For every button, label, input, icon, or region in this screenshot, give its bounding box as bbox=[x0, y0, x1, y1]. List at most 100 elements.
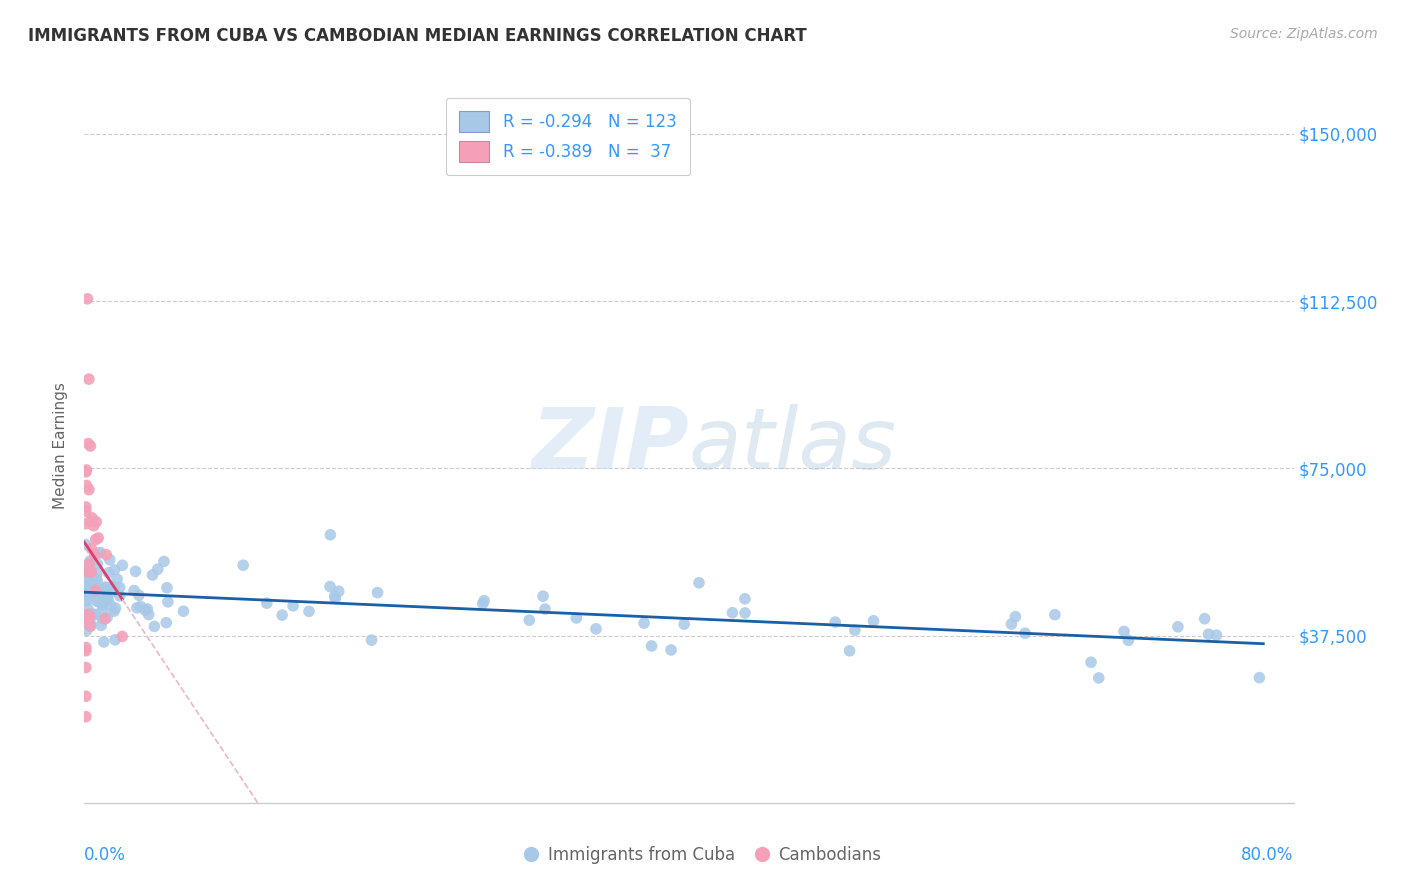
Point bbox=[87, 531, 110, 545]
Text: 0.0%: 0.0% bbox=[84, 846, 127, 863]
Text: Source: ZipAtlas.com: Source: ZipAtlas.com bbox=[1230, 27, 1378, 41]
Point bbox=[76, 594, 98, 608]
Point bbox=[79, 610, 101, 624]
Point bbox=[87, 595, 110, 609]
Point bbox=[84, 533, 107, 547]
Point bbox=[77, 436, 100, 450]
Legend: Immigrants from Cuba, Cambodians: Immigrants from Cuba, Cambodians bbox=[517, 839, 889, 871]
Point bbox=[1080, 655, 1102, 669]
Point bbox=[73, 587, 96, 601]
Point bbox=[172, 604, 194, 618]
Point bbox=[328, 584, 350, 599]
Point bbox=[83, 518, 105, 533]
Point bbox=[80, 511, 103, 525]
Point bbox=[76, 565, 98, 579]
Point bbox=[673, 617, 696, 632]
Point bbox=[1112, 624, 1135, 639]
Point bbox=[534, 602, 557, 616]
Point bbox=[89, 546, 111, 560]
Point bbox=[844, 623, 866, 637]
Point bbox=[256, 596, 278, 610]
Point bbox=[75, 607, 97, 622]
Point bbox=[659, 643, 682, 657]
Point bbox=[84, 583, 107, 598]
Point bbox=[1087, 671, 1109, 685]
Point bbox=[96, 585, 118, 599]
Text: IMMIGRANTS FROM CUBA VS CAMBODIAN MEDIAN EARNINGS CORRELATION CHART: IMMIGRANTS FROM CUBA VS CAMBODIAN MEDIAN… bbox=[28, 27, 807, 45]
Point bbox=[75, 660, 97, 674]
Point bbox=[1249, 671, 1271, 685]
Point bbox=[232, 558, 254, 573]
Point bbox=[96, 548, 118, 562]
Point bbox=[94, 594, 117, 608]
Point bbox=[77, 372, 100, 386]
Point bbox=[75, 478, 97, 492]
Text: ZIP: ZIP bbox=[531, 404, 689, 488]
Point bbox=[104, 601, 127, 615]
Point bbox=[79, 586, 101, 600]
Point bbox=[97, 592, 120, 607]
Point bbox=[77, 557, 100, 571]
Point bbox=[128, 588, 150, 602]
Point bbox=[84, 607, 107, 622]
Point bbox=[80, 607, 103, 621]
Point bbox=[100, 599, 122, 613]
Point bbox=[94, 580, 117, 594]
Point bbox=[86, 594, 108, 608]
Point bbox=[129, 599, 152, 614]
Point bbox=[80, 570, 103, 584]
Point bbox=[1004, 609, 1026, 624]
Point bbox=[734, 606, 756, 620]
Point bbox=[93, 635, 115, 649]
Point bbox=[101, 584, 124, 599]
Point bbox=[77, 602, 100, 616]
Point bbox=[1000, 617, 1022, 632]
Point bbox=[862, 614, 884, 628]
Point bbox=[122, 583, 145, 598]
Point bbox=[75, 504, 97, 518]
Point bbox=[1043, 607, 1066, 622]
Point bbox=[111, 629, 134, 643]
Point bbox=[96, 610, 118, 624]
Point bbox=[94, 580, 117, 594]
Point bbox=[1118, 633, 1140, 648]
Point bbox=[75, 538, 97, 552]
Point bbox=[80, 588, 103, 602]
Point bbox=[323, 591, 346, 606]
Point bbox=[80, 541, 103, 556]
Point bbox=[1205, 628, 1227, 642]
Point bbox=[108, 589, 131, 603]
Point bbox=[76, 624, 98, 638]
Point bbox=[111, 558, 134, 573]
Point bbox=[76, 612, 98, 626]
Point bbox=[125, 600, 148, 615]
Point bbox=[134, 603, 156, 617]
Point bbox=[146, 562, 169, 576]
Point bbox=[271, 608, 294, 623]
Y-axis label: Median Earnings: Median Earnings bbox=[53, 383, 69, 509]
Point bbox=[83, 581, 105, 595]
Point bbox=[721, 606, 744, 620]
Point bbox=[79, 439, 101, 453]
Point bbox=[75, 644, 97, 658]
Point bbox=[79, 572, 101, 586]
Point bbox=[105, 572, 128, 586]
Point bbox=[77, 607, 100, 622]
Point bbox=[77, 483, 100, 497]
Point bbox=[83, 548, 105, 562]
Point bbox=[73, 589, 96, 603]
Point bbox=[319, 580, 342, 594]
Point bbox=[640, 639, 662, 653]
Point bbox=[531, 589, 554, 603]
Point bbox=[136, 602, 159, 616]
Point bbox=[838, 644, 860, 658]
Point bbox=[86, 557, 108, 571]
Point bbox=[688, 575, 710, 590]
Point bbox=[80, 587, 103, 601]
Point bbox=[471, 597, 494, 611]
Point bbox=[75, 576, 97, 591]
Point bbox=[153, 554, 176, 568]
Point bbox=[1194, 612, 1216, 626]
Point bbox=[319, 528, 342, 542]
Point bbox=[124, 565, 146, 579]
